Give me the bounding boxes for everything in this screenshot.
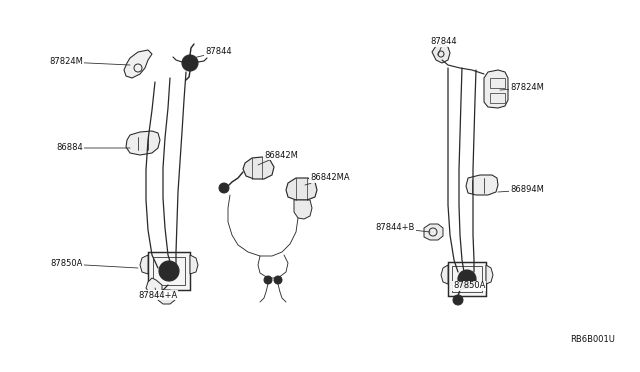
Circle shape	[182, 55, 198, 71]
Polygon shape	[140, 255, 148, 274]
Text: 86842M: 86842M	[258, 151, 298, 165]
Polygon shape	[484, 70, 508, 108]
Polygon shape	[486, 265, 493, 284]
Text: 86842MA: 86842MA	[305, 173, 349, 185]
Polygon shape	[294, 200, 312, 219]
Circle shape	[453, 295, 463, 305]
Bar	[490, 93, 505, 103]
Text: RB6B001U: RB6B001U	[570, 336, 615, 344]
Text: 87844+B: 87844+B	[376, 224, 430, 232]
Bar	[490, 78, 505, 88]
Circle shape	[159, 261, 179, 281]
Text: 87844: 87844	[193, 48, 232, 58]
Polygon shape	[146, 278, 162, 295]
Polygon shape	[126, 131, 160, 155]
Polygon shape	[286, 178, 317, 200]
Polygon shape	[158, 290, 175, 304]
Bar	[448, 262, 486, 296]
Text: 87844: 87844	[430, 38, 456, 55]
Circle shape	[264, 276, 272, 284]
Polygon shape	[441, 265, 448, 284]
Polygon shape	[243, 157, 274, 179]
Bar	[148, 252, 190, 290]
Text: 87850A: 87850A	[51, 260, 138, 269]
Bar	[153, 257, 185, 285]
Polygon shape	[124, 50, 152, 78]
Text: 86894M: 86894M	[498, 186, 544, 195]
Text: 87850A: 87850A	[453, 278, 485, 291]
Text: 87824M: 87824M	[500, 83, 544, 93]
Circle shape	[458, 270, 476, 288]
Circle shape	[274, 276, 282, 284]
Polygon shape	[466, 175, 498, 195]
Text: 87844+A: 87844+A	[138, 288, 177, 299]
Text: 87824M: 87824M	[49, 58, 130, 67]
Text: 86884: 86884	[56, 144, 130, 153]
Circle shape	[219, 183, 229, 193]
Polygon shape	[424, 224, 443, 240]
Polygon shape	[432, 44, 450, 63]
Bar	[452, 266, 482, 292]
Polygon shape	[190, 255, 198, 274]
